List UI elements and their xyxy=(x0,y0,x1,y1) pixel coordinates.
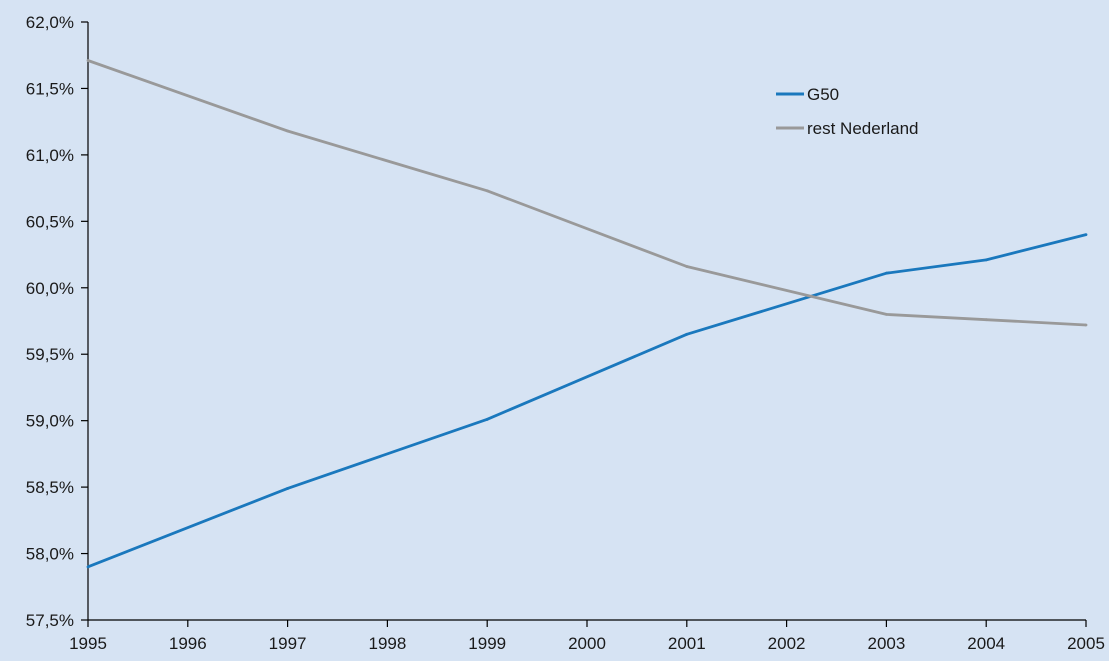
y-tick-label: 58,0% xyxy=(26,545,74,564)
y-tick-label: 59,0% xyxy=(26,412,74,431)
x-tick-label: 2004 xyxy=(967,634,1005,653)
x-tick-label: 1996 xyxy=(169,634,207,653)
y-tick-label: 60,0% xyxy=(26,279,74,298)
data-point-g50 xyxy=(1084,233,1088,237)
x-tick-label: 2001 xyxy=(668,634,706,653)
x-axis: 1995 1996 1997 1998 1999 2000 2001 2002 2003 2004… xyxy=(69,619,1105,653)
data-point-rest-nederland xyxy=(685,265,689,268)
y-tick-label: 61,5% xyxy=(26,79,74,98)
x-tick-label: 1995 xyxy=(69,634,107,653)
data-point-g50 xyxy=(885,271,888,275)
data-point-g50 xyxy=(984,258,988,262)
x-tick-label: 1999 xyxy=(468,634,506,653)
x-tick-label: 2005 xyxy=(1067,634,1105,653)
data-point-rest-nederland xyxy=(86,59,90,62)
data-point-rest-nederland xyxy=(485,189,489,193)
y-tick-label: 60,5% xyxy=(26,212,74,231)
data-point-g50 xyxy=(286,487,289,490)
legend-label-rest-nederland: rest Nederland xyxy=(807,119,919,138)
legend: G50 rest Nederland xyxy=(776,85,919,138)
legend-label-g50: G50 xyxy=(807,85,839,104)
data-point-rest-nederland xyxy=(885,312,888,316)
x-tick-label: 2003 xyxy=(867,634,905,653)
y-tick-label: 57,5% xyxy=(26,611,74,630)
data-point-g50 xyxy=(485,417,489,421)
data-point-rest-nederland xyxy=(286,129,289,133)
y-tick-label: 61,0% xyxy=(26,146,74,165)
data-point-rest-nederland xyxy=(1084,323,1088,327)
y-tick-label: 58,5% xyxy=(26,478,74,497)
data-point-g50 xyxy=(685,332,689,336)
series-layer xyxy=(86,59,1088,569)
y-tick-label: 62,0% xyxy=(26,13,74,32)
y-axis: 57,5% 58,0% 58,5% 59,0% 59,5% 60,0% 60,5% 61,0%… xyxy=(26,13,89,630)
data-point-g50 xyxy=(86,565,90,569)
x-tick-label: 2000 xyxy=(568,634,606,653)
data-point-rest-nederland xyxy=(984,318,988,322)
x-tick-label: 2002 xyxy=(768,634,806,653)
x-tick-label: 1997 xyxy=(269,634,307,653)
y-tick-label: 59,5% xyxy=(26,345,74,364)
x-tick-label: 1998 xyxy=(368,634,406,653)
